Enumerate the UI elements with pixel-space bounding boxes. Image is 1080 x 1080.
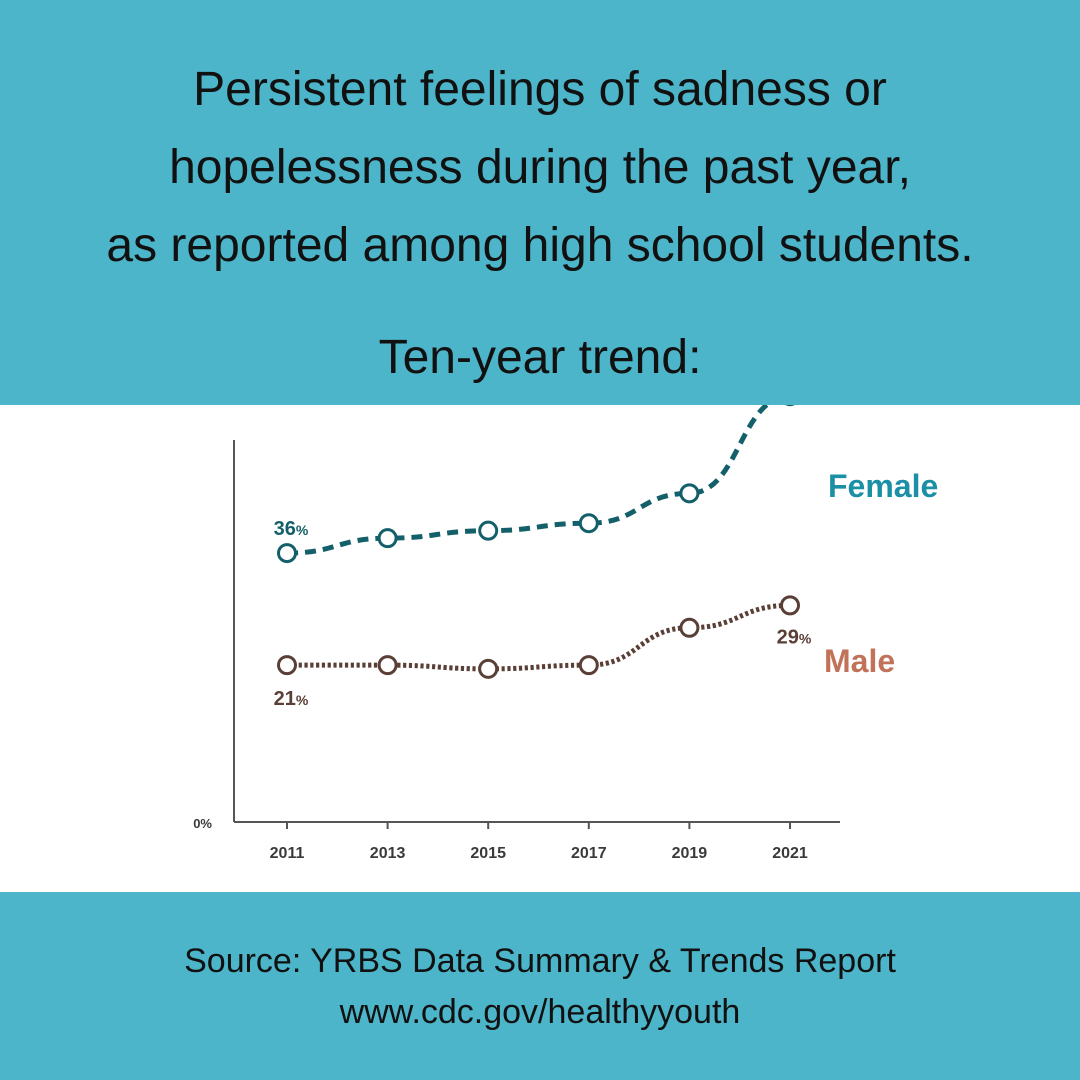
series-name-male: Male <box>824 643 895 679</box>
data-point-male <box>780 595 800 616</box>
title-line-2: hopelessness during the past year, <box>169 141 911 194</box>
title-line-1: Persistent feelings of sadness or <box>193 63 887 116</box>
footer-band: Source: YRBS Data Summary & Trends Repor… <box>0 892 1080 1080</box>
x-tick-label: 2013 <box>370 845 406 862</box>
source-text: Source: YRBS Data Summary & Trends Repor… <box>184 942 896 980</box>
x-tick-label: 2019 <box>672 845 708 862</box>
data-label: 21% <box>274 688 309 710</box>
data-point-male <box>679 617 700 638</box>
data-point-female <box>578 513 599 534</box>
data-point-male <box>478 658 499 679</box>
x-tick-label: 2015 <box>470 845 506 862</box>
data-point-male <box>277 655 297 676</box>
data-point-male <box>578 655 599 676</box>
data-point-female <box>679 483 700 504</box>
y-tick-label: 0% <box>193 816 212 831</box>
header-band: Persistent feelings of sadness or hopele… <box>0 0 1080 405</box>
data-point-female <box>478 520 499 541</box>
series-line-female <box>286 393 791 556</box>
x-tick-label: 2011 <box>270 845 305 862</box>
data-point-female <box>277 543 297 564</box>
series-layer <box>277 386 800 679</box>
data-point-male <box>377 655 398 676</box>
x-tick-label: 2021 <box>772 845 808 862</box>
data-point-female <box>377 528 398 549</box>
title-line-3: as reported among high school students. <box>106 219 974 272</box>
data-label: 29% <box>777 626 812 648</box>
x-tick-label: 2017 <box>571 845 607 862</box>
series-line-male <box>286 602 791 672</box>
axes: 2011 2013 2015 2017 2019 2021 0% <box>193 440 840 862</box>
source-url: www.cdc.gov/healthyyouth <box>339 993 741 1031</box>
data-label: 36% <box>274 518 309 540</box>
series-name-female: Female <box>828 468 938 504</box>
subtitle: Ten-year trend: <box>378 331 702 384</box>
